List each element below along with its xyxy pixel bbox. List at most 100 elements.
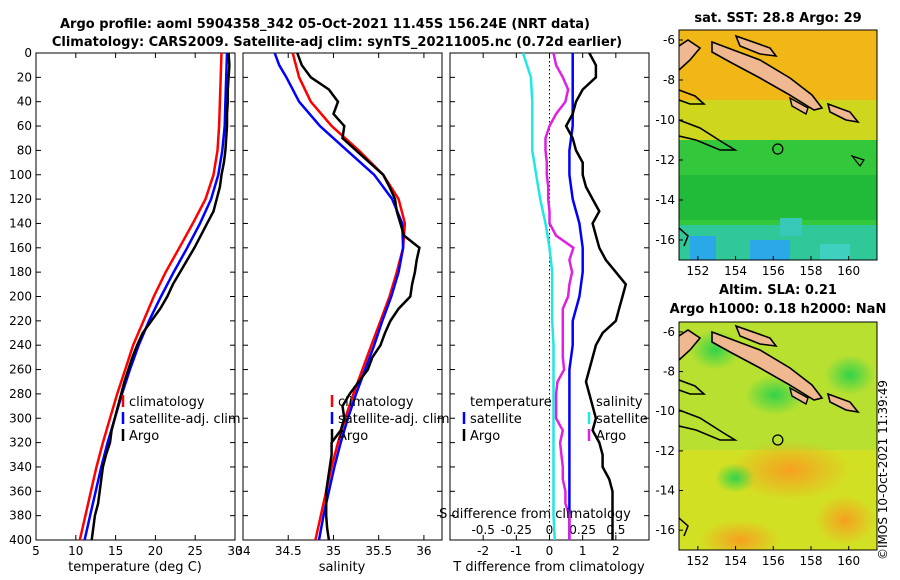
legend-title-temperature: temperature — [470, 395, 552, 410]
map-y-tick-label: -6 — [663, 33, 675, 47]
legend-label-s-satellite: satellite — [596, 412, 648, 427]
map-x-tick-label: 156 — [762, 554, 785, 568]
x-tick-label: 30 — [227, 544, 242, 558]
series-line-temperature-argo — [564, 52, 628, 540]
x-tick-label: 2 — [612, 544, 620, 558]
x-tick-label: -1 — [510, 544, 522, 558]
y-tick-label: 160 — [9, 241, 32, 255]
series-line-temperature-satellite — [568, 53, 584, 540]
y-tick-label: 280 — [9, 387, 32, 401]
x-tick-label: 34 — [235, 544, 250, 558]
y-tick-label: 40 — [17, 95, 32, 109]
map-y-tick-label: -10 — [655, 113, 675, 127]
sla-map-title-line2: Argo h1000: 0.18 h2000: NaN — [670, 302, 887, 317]
series-line-satellite-adj-clim — [83, 52, 229, 541]
y-tick-label: 220 — [9, 314, 32, 328]
sla-map — [679, 322, 877, 550]
t-difference-xlabel: T difference from climatology — [452, 560, 645, 575]
map-y-tick-label: -12 — [655, 153, 675, 167]
y-tick-label: 0 — [24, 46, 32, 60]
sst-map-frame — [678, 29, 878, 261]
legend-label-t-argo: Argo — [470, 429, 500, 444]
map-x-tick-label: 154 — [724, 264, 747, 278]
timestamp-stamp: ©IMOS 10-Oct-2021 11:39:49 — [876, 379, 890, 560]
difference-legend: temperature satellite Argo salinity sate… — [462, 395, 648, 444]
map-x-tick-label: 158 — [800, 554, 823, 568]
map-y-tick-label: -8 — [663, 73, 675, 87]
x-tick-label: 10 — [68, 544, 83, 558]
x-tick-label: 1 — [579, 544, 587, 558]
series-line-salinity-satellite — [521, 52, 557, 541]
legend-label-satellite: satellite-adj. clim — [129, 412, 241, 427]
y-tick-label: 400 — [9, 533, 32, 547]
temperature-plot: 5 10 15 20 25 3002040608010012014016018020022… — [9, 46, 243, 558]
y-tick-label: 260 — [9, 363, 32, 377]
map-y-tick-label: -6 — [663, 325, 675, 339]
argo-location-marker — [772, 143, 784, 155]
y-tick-label: 60 — [17, 119, 32, 133]
y-tick-label: 340 — [9, 460, 32, 474]
figure-title-line2: Climatology: CARS2009. Satellite-adj cli… — [52, 35, 622, 50]
sst-map-title: sat. SST: 28.8 Argo: 29 — [694, 11, 861, 26]
y-tick-label: 100 — [9, 168, 32, 182]
legend-label-argo: Argo — [129, 429, 159, 444]
x2-tick-label: -0.25 — [501, 523, 532, 537]
x-tick-label: 35.5 — [365, 544, 392, 558]
x2-tick-label: 0.5 — [606, 523, 625, 537]
legend-label-satellite: satellite-adj. clim — [338, 412, 450, 427]
y-tick-label: 300 — [9, 411, 32, 425]
temperature-axes — [35, 52, 236, 541]
series-line-argo — [90, 52, 231, 541]
series-line-salinity-argo — [544, 52, 575, 540]
map-x-tick-label: 152 — [686, 554, 709, 568]
map-y-tick-label: -16 — [655, 233, 675, 247]
x-tick-label: 35 — [326, 544, 341, 558]
x-tick-label: 25 — [188, 544, 203, 558]
sla-map-axes: 152 154 156 158 160 -6 -8 -10 -12 -14 -16 — [655, 325, 860, 568]
temperature-xlabel: temperature (deg C) — [68, 560, 202, 575]
y-tick-label: 140 — [9, 216, 32, 230]
salinity-plot: 34 34.5 35 35.5 36 — [235, 52, 442, 558]
x2-tick-label: -0.5 — [471, 523, 494, 537]
series-line-satellite-adj-clim — [273, 52, 405, 541]
y-tick-label: 180 — [9, 265, 32, 279]
series-line-climatology — [78, 52, 223, 541]
s-difference-xlabel: S difference from climatology — [439, 507, 631, 522]
map-y-tick-label: -12 — [655, 444, 675, 458]
salinity-legend: climatology satellite-adj. clim Argo — [330, 395, 450, 444]
map-y-tick-label: -16 — [655, 523, 675, 537]
x2-tick-label: 0.25 — [569, 523, 596, 537]
y-tick-label: 200 — [9, 290, 32, 304]
y-tick-label: 320 — [9, 436, 32, 450]
map-x-tick-label: 152 — [686, 264, 709, 278]
x-tick-label: 36 — [416, 544, 431, 558]
legend-label-s-argo: Argo — [596, 429, 626, 444]
map-x-tick-label: 156 — [762, 264, 785, 278]
map-x-tick-label: 160 — [837, 554, 860, 568]
legend-label-t-satellite: satellite — [470, 412, 522, 427]
map-x-tick-label: 160 — [837, 264, 860, 278]
x-tick-label: 0 — [546, 544, 554, 558]
legend-label-argo: Argo — [338, 429, 368, 444]
temperature-legend: climatology satellite-adj. clim Argo — [121, 395, 241, 444]
sla-map-frame — [678, 321, 878, 551]
sst-map — [679, 30, 877, 260]
x-tick-label: 15 — [108, 544, 123, 558]
legend-label-climatology: climatology — [129, 395, 205, 410]
legend-title-salinity: salinity — [596, 395, 643, 410]
map-y-tick-label: -8 — [663, 365, 675, 379]
y-tick-label: 80 — [17, 143, 32, 157]
figure-title-line1: Argo profile: aoml 5904358_342 05-Oct-20… — [60, 17, 590, 32]
argo-location-marker — [772, 434, 784, 446]
x-tick-label: 20 — [148, 544, 163, 558]
sla-map-title-line1: Altim. SLA: 0.21 — [719, 283, 837, 298]
y-tick-label: 240 — [9, 338, 32, 352]
series-line-argo — [296, 52, 421, 541]
y-tick-label: 380 — [9, 509, 32, 523]
x-tick-label: -2 — [477, 544, 489, 558]
legend-label-climatology: climatology — [338, 395, 414, 410]
x-tick-label: 34.5 — [275, 544, 302, 558]
salinity-axes — [242, 52, 443, 541]
